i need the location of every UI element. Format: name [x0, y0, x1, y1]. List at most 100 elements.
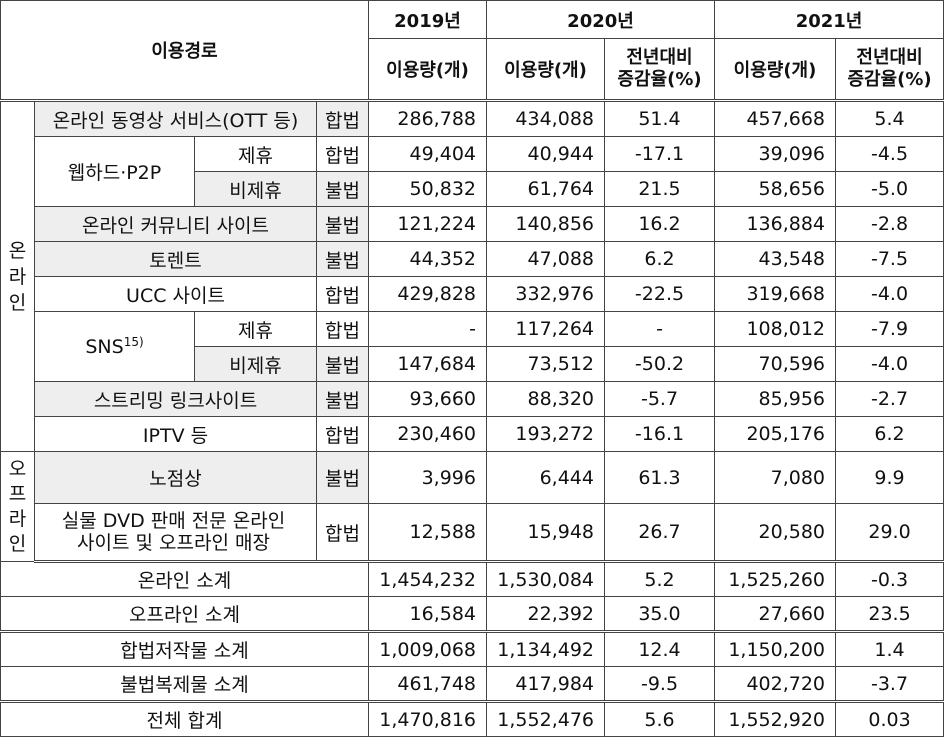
change-2021: 1.4	[835, 631, 945, 667]
header-usage-2019: 이용량(개)	[368, 38, 487, 102]
value-2021: 319,668	[714, 276, 837, 312]
legal-status: 합법	[316, 100, 369, 137]
subtotal-row: 오프라인 소계 16,584 22,392 35.0 27,660 23.5	[0, 596, 945, 633]
value-2020: 15,948	[486, 503, 605, 563]
value-2019: 50,832	[368, 171, 487, 207]
row-label: 제휴	[194, 136, 317, 172]
sns-label: SNS	[85, 336, 124, 358]
value-2019: 121,224	[368, 206, 487, 242]
header-change-2021: 전년대비 증감율(%)	[835, 38, 945, 102]
value-2019: 461,748	[368, 666, 487, 703]
value-2019: 93,660	[368, 381, 487, 417]
value-2020: 1,552,476	[486, 701, 605, 737]
subtotal-row: 온라인 소계 1,454,232 1,530,084 5.2 1,525,260…	[0, 561, 945, 597]
change-2020: 51.4	[603, 100, 716, 137]
table-row: 비제휴 불법 50,832 61,764 21.5 58,656 -5.0	[1, 171, 945, 207]
change-2020: 26.7	[603, 503, 716, 563]
value-2020: 22,392	[486, 596, 605, 633]
change-2020: 16.2	[603, 206, 716, 242]
value-2020: 40,944	[486, 136, 605, 172]
legal-status: 불법	[316, 381, 369, 417]
change-2021: -2.7	[835, 381, 945, 417]
row-label: 비제휴	[194, 171, 317, 207]
table-row: SNS15) 제휴 합법 - 117,264 - 108,012 -7.9	[1, 311, 945, 382]
row-label: 합법저작물 소계	[0, 631, 369, 667]
legal-status: 합법	[316, 311, 369, 347]
row-label: 비제휴	[194, 346, 317, 382]
value-2020: 6,444	[486, 451, 605, 504]
change-2020: 61.3	[603, 451, 716, 504]
row-label: IPTV 등	[34, 416, 317, 452]
value-2019: 1,470,816	[368, 701, 487, 737]
sns-footnote: 15)	[123, 335, 144, 349]
header-change-line2: 증감율(%)	[847, 69, 932, 90]
value-2021: 1,552,920	[714, 701, 837, 737]
change-2021: -7.9	[835, 311, 945, 347]
value-2019: 49,404	[368, 136, 487, 172]
value-2021: 58,656	[714, 171, 837, 207]
row-label: 토렌트	[34, 241, 317, 277]
legal-status: 합법	[316, 503, 369, 563]
row-label: 온라인 커뮤니티 사이트	[34, 206, 317, 242]
header-change-line2: 증감율(%)	[617, 69, 702, 90]
table-row: 웹하드·P2P 제휴 합법 49,404 40,944 -17.1 39,096…	[1, 136, 945, 207]
value-2020: 140,856	[486, 206, 605, 242]
change-2021: -4.0	[835, 276, 945, 312]
header-route: 이용경로	[0, 0, 369, 102]
header-year-2020: 2020년	[485, 0, 716, 39]
value-2021: 108,012	[714, 311, 837, 347]
value-2019: 1,009,068	[368, 631, 487, 667]
row-label: 불법복제물 소계	[0, 666, 369, 703]
change-2020: -17.1	[603, 136, 716, 172]
total-row: 전체 합계 1,470,816 1,552,476 5.6 1,552,920 …	[0, 701, 945, 737]
change-2020: 21.5	[603, 171, 716, 207]
legal-status: 불법	[316, 206, 369, 242]
value-2019: 147,684	[368, 346, 487, 382]
table-row: 토렌트 불법 44,352 47,088 6.2 43,548 -7.5	[1, 241, 945, 277]
change-2021: -4.0	[835, 346, 945, 382]
change-2021: 6.2	[835, 416, 945, 452]
change-2020: 5.2	[603, 561, 716, 597]
value-2021: 1,150,200	[714, 631, 837, 667]
table-row: 비제휴 불법 147,684 73,512 -50.2 70,596 -4.0	[1, 346, 945, 382]
header-change-line1: 전년대비	[626, 47, 693, 68]
change-2021: -5.0	[835, 171, 945, 207]
row-label: 제휴	[194, 311, 317, 347]
value-2020: 1,530,084	[486, 561, 605, 597]
value-2019: 3,996	[368, 451, 487, 504]
value-2021: 70,596	[714, 346, 837, 382]
value-2020: 434,088	[486, 100, 605, 137]
change-2021: -4.5	[835, 136, 945, 172]
change-2021: -7.5	[835, 241, 945, 277]
change-2021: 9.9	[835, 451, 945, 504]
legal-status: 합법	[316, 276, 369, 312]
legal-status: 불법	[316, 451, 369, 504]
value-2019: 1,454,232	[368, 561, 487, 597]
change-2020: 35.0	[603, 596, 716, 633]
value-2021: 205,176	[714, 416, 837, 452]
row-label: 스트리밍 링크사이트	[34, 381, 317, 417]
value-2019: 12,588	[368, 503, 487, 563]
change-2021: 0.03	[835, 701, 945, 737]
value-2021: 1,525,260	[714, 561, 837, 597]
row-label: 실물 DVD 판매 전문 온라인 사이트 및 오프라인 매장	[34, 503, 317, 563]
row-label: 전체 합계	[0, 701, 369, 737]
value-2020: 61,764	[486, 171, 605, 207]
value-2020: 193,272	[486, 416, 605, 452]
value-2020: 88,320	[486, 381, 605, 417]
group-sns-label: SNS15)	[34, 311, 195, 382]
row-label: 노점상	[34, 451, 317, 504]
header-change-2020: 전년대비 증감율(%)	[603, 38, 716, 102]
value-2021: 39,096	[714, 136, 837, 172]
change-2021: -2.8	[835, 206, 945, 242]
row-label: UCC 사이트	[34, 276, 317, 312]
value-2021: 457,668	[714, 100, 837, 137]
value-2021: 7,080	[714, 451, 837, 504]
value-2020: 332,976	[486, 276, 605, 312]
value-2019: 16,584	[368, 596, 487, 633]
change-2020: -9.5	[603, 666, 716, 703]
change-2020: -22.5	[603, 276, 716, 312]
value-2020: 47,088	[486, 241, 605, 277]
change-2020: 12.4	[603, 631, 716, 667]
